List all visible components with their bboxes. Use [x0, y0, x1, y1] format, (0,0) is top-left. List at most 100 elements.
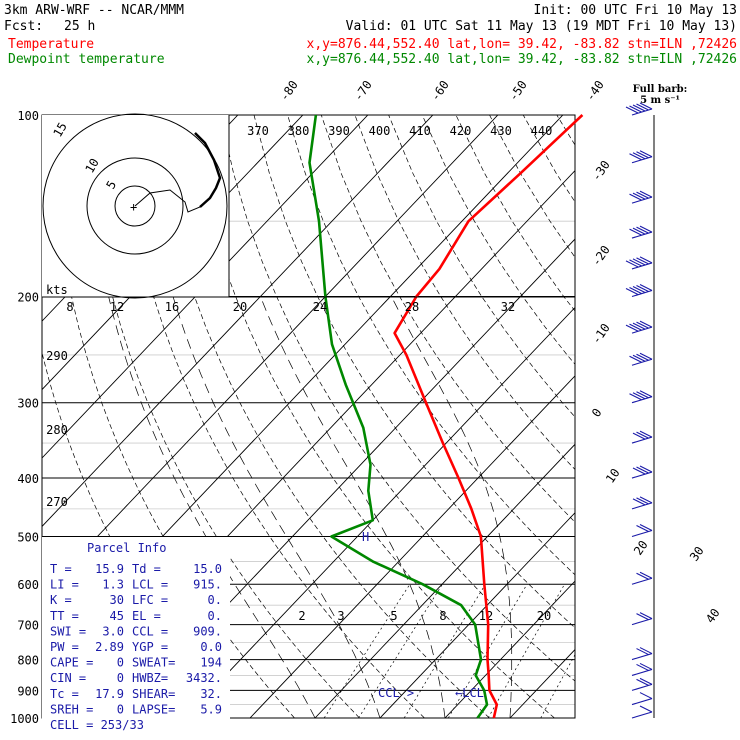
dry-adiabat-line: [253, 115, 575, 629]
svg-text:15.9: 15.9: [95, 562, 124, 576]
moist-adiabat-line: [640, 297, 740, 719]
temp-legend-info: x,y=876.44,552.40 lat,lon= 39.42, -83.82…: [307, 37, 737, 52]
isotherm-line: [249, 375, 575, 718]
svg-text:T =: T =: [50, 562, 72, 576]
pressure-tick-label: 1000: [10, 712, 39, 726]
svg-text:32.: 32.: [200, 687, 222, 701]
hodograph-units-label: kts: [46, 283, 68, 297]
isotherm-right-label: -10: [589, 321, 613, 347]
dry-adiabat-line: [489, 115, 575, 258]
parcel-info-title: Parcel Info: [87, 541, 166, 555]
svg-text:SWI =: SWI =: [50, 624, 86, 638]
svg-text:LAPSE=: LAPSE=: [132, 702, 175, 716]
isotherm-top-label: -70: [351, 78, 375, 104]
hodograph-speed-tick: 24: [313, 300, 327, 314]
dry-adiabat-line: [590, 115, 740, 718]
svg-text:1.3: 1.3: [102, 578, 124, 592]
theta-e-label: 430: [490, 124, 512, 138]
valid-time: Valid: 01 UTC Sat 11 May 13 (19 MDT Fri …: [346, 19, 737, 34]
pressure-tick-label: 800: [17, 654, 39, 668]
isotherm-line: [184, 306, 575, 718]
wind-barb: [625, 102, 653, 116]
model-title: 3km ARW-WRF -- NCAR/MMM: [4, 3, 184, 18]
parcel-info-cell: CELL = 253/33: [50, 718, 144, 732]
svg-text:EL =: EL =: [132, 609, 161, 623]
dry-adiabat-line: [220, 115, 575, 682]
isotherm-right-label: 0: [589, 406, 605, 420]
theta-e-label: 400: [369, 124, 391, 138]
parcel-info-box: Parcel Info T = 15.9 Td = 15.0 LI = 1.3 LCL = 9…: [42, 537, 230, 732]
isotherm-right-label: 40: [703, 606, 723, 626]
theta-left-label: 270: [46, 495, 68, 509]
isotherm-line: [705, 115, 740, 718]
theta-e-label: 420: [450, 124, 472, 138]
svg-text:SHEAR=: SHEAR=: [132, 687, 175, 701]
svg-text:Td =: Td =: [132, 562, 161, 576]
wind-barb: [631, 705, 653, 719]
wind-barb: [631, 647, 653, 661]
parcel-info-row: CIN = 0 HWBZ= 3432.: [50, 671, 222, 685]
theta-left-label: 290: [46, 349, 68, 363]
mixing-ratio-label: 12: [479, 609, 493, 623]
theta-e-label: 370: [247, 124, 269, 138]
pressure-tick-label: 300: [17, 397, 39, 411]
isotherm-line: [444, 580, 575, 718]
mixing-ratio-line: [487, 584, 565, 718]
wind-barb: [629, 150, 653, 164]
mixing-ratio-line: [540, 653, 575, 718]
isotherm-right-label: 20: [631, 538, 651, 558]
mixing-ratio-label: 2: [298, 609, 305, 623]
hodograph-trace-bold: [194, 132, 222, 208]
dry-adiabat-line: [287, 115, 575, 576]
parcel-info-row: CAPE = 0 SWEAT= 194: [50, 656, 222, 670]
dewpoint-trace: [308, 114, 489, 719]
mixing-ratio-label: 3: [337, 609, 344, 623]
mixing-ratio-label: 20: [537, 609, 551, 623]
dry-adiabat-line: [624, 115, 740, 718]
dry-adiabat-line: [388, 115, 575, 418]
moist-adiabat-line: [574, 716, 575, 718]
mixing-ratio-line: [358, 584, 443, 718]
isotherm-top-label: -60: [428, 78, 452, 104]
dry-adiabat-line: [658, 115, 740, 718]
svg-text:0: 0: [117, 656, 124, 670]
wind-barbs: [625, 102, 655, 719]
parcel-info-row: T = 15.9 Td = 15.0: [50, 562, 222, 576]
isotherm-right-label: 10: [603, 466, 623, 486]
isotherm-right-label: -30: [589, 158, 613, 184]
svg-text:SWEAT=: SWEAT=: [132, 656, 175, 670]
svg-text:K =: K =: [50, 593, 72, 607]
parcel-info-row: K = 30 LFC = 0.: [50, 593, 222, 607]
barb-legend-line2: 5 m s⁻¹: [640, 95, 680, 106]
pressure-tick-label: 600: [17, 578, 39, 592]
dry-adiabat-line: [556, 115, 575, 146]
temperature-trace: [393, 114, 584, 719]
fcst-value: 25 h: [64, 19, 95, 34]
isotherm-line: [509, 648, 575, 718]
hodograph-ring-label: 10: [82, 156, 101, 176]
svg-text:15.0: 15.0: [193, 562, 222, 576]
svg-text:HWBZ=: HWBZ=: [132, 671, 168, 685]
parcel-info-row: LI = 1.3 LCL = 915.: [50, 578, 222, 592]
isotherm-line: [42, 115, 499, 596]
svg-text:2.89: 2.89: [95, 640, 124, 654]
dry-adiabat-line: [119, 115, 425, 718]
pressure-tick-label: 200: [17, 291, 39, 305]
hodograph-speed-tick: 20: [233, 300, 247, 314]
wind-barb: [629, 390, 653, 404]
dew-legend-label: Dewpoint temperature: [8, 52, 165, 67]
svg-text:909.: 909.: [193, 624, 222, 638]
lcl-marker: ←LCL: [455, 686, 484, 700]
svg-text:0: 0: [117, 671, 124, 685]
ccl-marker: CCL >: [378, 686, 414, 700]
svg-text:TT =: TT =: [50, 609, 79, 623]
isotherm-right-label: 30: [687, 544, 707, 564]
svg-text:3432.: 3432.: [186, 671, 222, 685]
svg-text:17.9: 17.9: [95, 687, 124, 701]
mixing-ratio-line: [447, 584, 528, 718]
pressure-tick-label: 400: [17, 472, 39, 486]
isotherm-line: [42, 115, 369, 459]
mixing-ratio-line: [323, 584, 411, 718]
init-time: Init: 00 UTC Fri 10 May 13: [534, 3, 738, 18]
isotherm-right-label: -20: [589, 243, 613, 269]
